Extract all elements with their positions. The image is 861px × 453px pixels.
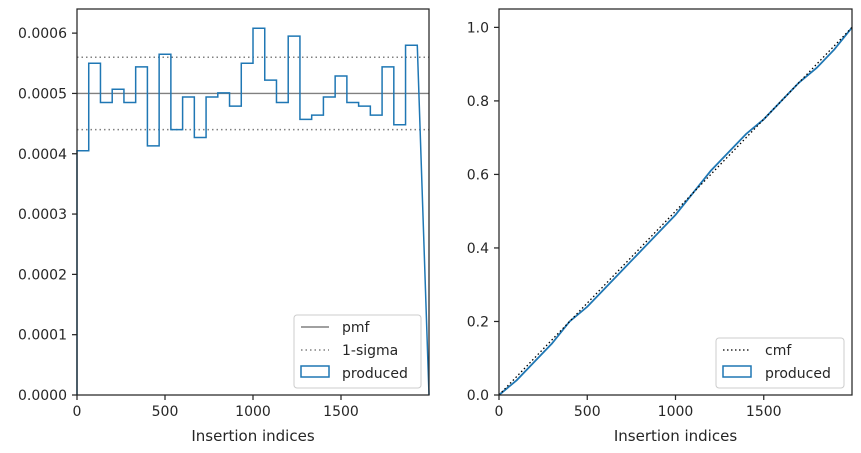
x-tick-label: 0 <box>73 404 82 420</box>
x-tick-label: 0 <box>495 404 504 420</box>
x-tick-label: 1500 <box>746 404 782 420</box>
left-legend: pmf 1-sigma produced <box>293 314 422 389</box>
x-tick-label: 1000 <box>235 404 271 420</box>
histogram-step-produced <box>76 27 430 396</box>
legend-label-sigma: 1-sigma <box>342 343 398 359</box>
y-tick-label: 0.0 <box>467 388 489 404</box>
legend-label-produced: produced <box>765 366 831 382</box>
y-tick-label: 0.0003 <box>18 207 67 223</box>
x-tick-label: 500 <box>152 404 179 420</box>
x-tick-label: 1500 <box>323 404 359 420</box>
y-tick-label: 0.6 <box>467 167 489 183</box>
x-axis-label: Insertion indices <box>191 427 314 445</box>
y-tick-label: 0.8 <box>467 94 489 110</box>
right-chart-panel: 0 500 1000 1500 0.0 0.2 0.4 0.6 0.8 1.0 Insertion … <box>467 8 853 445</box>
y-tick-label: 0.0005 <box>18 86 67 102</box>
x-axis-label: Insertion indices <box>614 427 737 445</box>
left-chart-panel: 0 500 1000 1500 0.0000 0.0001 0.0002 0.0003 0.00… <box>18 8 430 445</box>
legend-swatch-produced <box>300 365 330 378</box>
y-tick-label: 0.0000 <box>18 388 67 404</box>
x-tick-label: 500 <box>574 404 601 420</box>
left-legend-box <box>293 314 422 389</box>
x-tick-label: 1000 <box>658 404 694 420</box>
y-tick-label: 0.0002 <box>18 267 67 283</box>
right-legend: cmf produced <box>715 337 845 389</box>
y-tick-label: 0.2 <box>467 314 489 330</box>
y-tick-label: 0.4 <box>467 241 489 257</box>
y-tick-label: 0.0004 <box>18 147 67 163</box>
legend-swatch-produced <box>722 365 752 378</box>
y-tick-label: 0.0001 <box>18 328 67 344</box>
legend-label-cmf: cmf <box>765 343 792 359</box>
cmf-line <box>498 26 853 396</box>
y-tick-label: 0.0006 <box>18 26 67 42</box>
legend-label-produced: produced <box>342 366 408 382</box>
right-plot-frame <box>498 8 853 396</box>
y-tick-label: 1.0 <box>467 20 489 36</box>
legend-label-pmf: pmf <box>342 320 371 336</box>
